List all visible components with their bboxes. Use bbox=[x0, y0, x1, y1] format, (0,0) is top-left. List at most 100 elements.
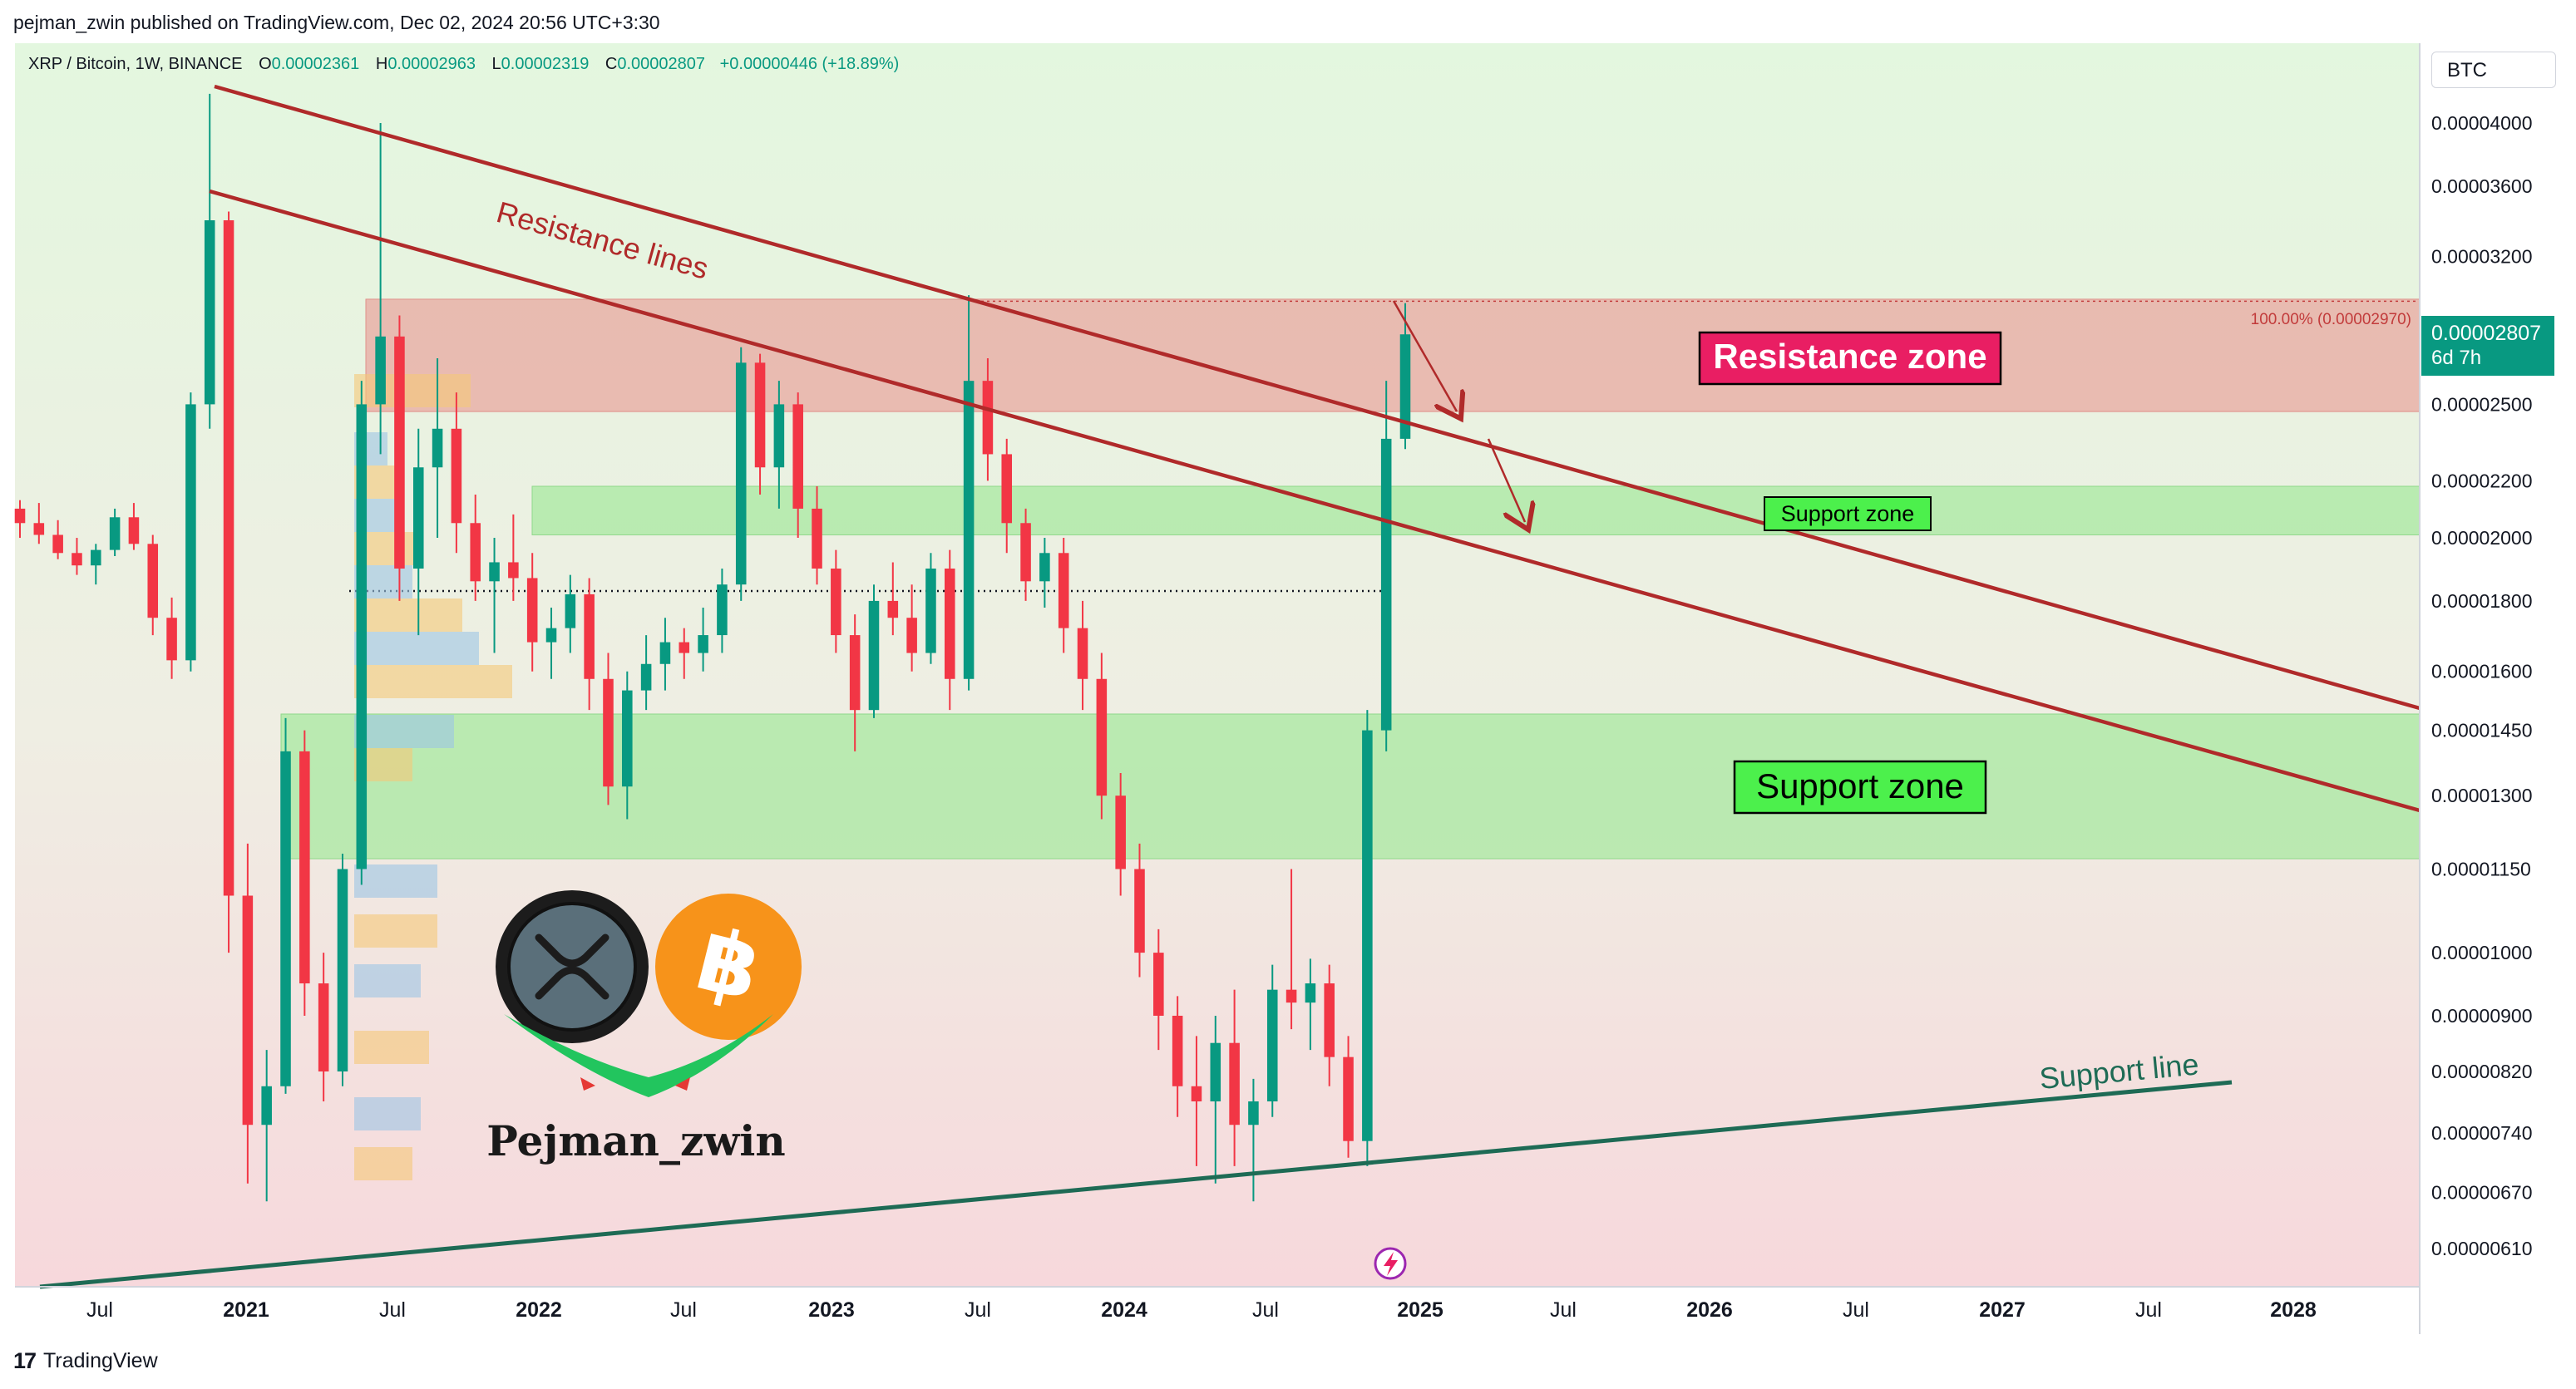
candle-body bbox=[1266, 989, 1278, 1102]
candle-body bbox=[1039, 553, 1050, 582]
candle-body bbox=[1362, 730, 1373, 1141]
price-tick-label: 0.00000820 bbox=[2431, 1061, 2533, 1082]
volume-bar-12 bbox=[354, 864, 437, 898]
support-zone-small-label: Support zone bbox=[1781, 501, 1915, 526]
candle-body bbox=[1096, 678, 1108, 796]
time-tick-label: 2027 bbox=[1979, 1298, 2026, 1322]
arrow-down-2 bbox=[1487, 438, 1525, 522]
candle-body bbox=[109, 517, 121, 550]
time-tick-label: Jul bbox=[1843, 1298, 1869, 1322]
resistance-line-upper bbox=[214, 84, 2421, 711]
resistance-zone-label: Resistance zone bbox=[1713, 337, 1986, 376]
candle-body bbox=[223, 220, 234, 896]
change-value: +0.00000446 (+18.89%) bbox=[719, 55, 900, 73]
candle-body bbox=[1134, 869, 1145, 953]
time-tick-label: Jul bbox=[2135, 1298, 2162, 1322]
open-label: O bbox=[259, 55, 272, 73]
volume-bar-13 bbox=[354, 914, 437, 948]
candle-body bbox=[603, 678, 614, 787]
candle-body bbox=[584, 594, 595, 679]
candle-body bbox=[773, 404, 785, 468]
xrp-symbol-icon bbox=[535, 933, 609, 1000]
candle-body bbox=[659, 642, 671, 664]
axes-layer: 0.00004000 0.00003600 0.00003200 0.00002500… bbox=[15, 43, 2533, 1334]
candle-body bbox=[356, 404, 368, 869]
volume-bar-15 bbox=[354, 1031, 429, 1064]
candle-body bbox=[1286, 989, 1297, 1003]
volume-bar-16 bbox=[354, 1097, 421, 1130]
trendlines-layer bbox=[39, 84, 2421, 1289]
support-zone-big-box bbox=[1733, 760, 1987, 815]
price-tick-label: 0.00003600 bbox=[2431, 175, 2533, 197]
candle-body bbox=[754, 362, 766, 468]
candle-body bbox=[1020, 523, 1031, 582]
high-label: H bbox=[375, 55, 388, 73]
candle-body bbox=[1229, 1042, 1240, 1125]
bitcoin-coin-icon bbox=[655, 894, 802, 1040]
candle-body bbox=[868, 600, 880, 711]
publisher-header: pejman_zwin published on TradingView.com… bbox=[13, 12, 660, 33]
smile-swoosh-icon bbox=[504, 1014, 773, 1097]
candle-body bbox=[1210, 1042, 1221, 1102]
price-tick-label: 0.00001300 bbox=[2431, 785, 2533, 806]
candle-body bbox=[1001, 454, 1013, 524]
footer-branding[interactable]: 17 TradingView bbox=[13, 1348, 158, 1374]
zone-rect-3 bbox=[280, 713, 2421, 860]
flash-bolt-icon bbox=[1384, 1252, 1398, 1276]
candle-body bbox=[735, 362, 747, 585]
left-arrow-mark-icon bbox=[580, 1077, 595, 1091]
time-tick-label: 2024 bbox=[1101, 1298, 1147, 1322]
time-tick-label: Jul bbox=[1550, 1298, 1577, 1322]
close-label: C bbox=[605, 55, 618, 73]
high-value: 0.00002963 bbox=[387, 55, 476, 73]
price-tick-label: 0.00001800 bbox=[2431, 590, 2533, 612]
price-tick-label: 0.00000900 bbox=[2431, 1005, 2533, 1027]
candle-body bbox=[242, 895, 254, 1125]
candle-body bbox=[1077, 628, 1088, 679]
candle-body bbox=[1153, 953, 1164, 1016]
currency-selector[interactable]: BTC bbox=[2431, 52, 2556, 88]
candle-body bbox=[679, 642, 690, 653]
time-tick-label: 2028 bbox=[2270, 1298, 2317, 1322]
candle-body bbox=[963, 381, 975, 679]
close-value: 0.00002807 bbox=[617, 55, 706, 73]
time-tick-label: 2021 bbox=[223, 1298, 269, 1322]
candle-body bbox=[166, 618, 177, 661]
watermark-logo: ฿Pejman_zwin bbox=[486, 890, 802, 1165]
zones-layer bbox=[280, 298, 2421, 860]
candle-body bbox=[318, 983, 329, 1071]
time-tick-label: Jul bbox=[1252, 1298, 1279, 1322]
candle-body bbox=[394, 336, 405, 569]
candle-body bbox=[1191, 1086, 1202, 1102]
candle-body bbox=[812, 508, 822, 569]
candle-body bbox=[565, 594, 576, 628]
candle-body bbox=[52, 534, 63, 554]
candle-body bbox=[1115, 795, 1126, 869]
candle-body bbox=[261, 1086, 272, 1125]
low-value: 0.00002319 bbox=[501, 55, 590, 73]
price-tick-label: 0.00001000 bbox=[2431, 942, 2533, 963]
resistance-zone-box bbox=[1698, 331, 2002, 386]
volume-bar-10 bbox=[354, 715, 454, 748]
candles-layer bbox=[14, 93, 1411, 1202]
candle-body bbox=[1343, 1057, 1354, 1141]
time-tick-label: Jul bbox=[670, 1298, 697, 1322]
candle-body bbox=[1058, 553, 1069, 628]
volume-bar-8 bbox=[354, 632, 479, 665]
candle-body bbox=[849, 635, 861, 711]
resistance-line-lower bbox=[209, 189, 2421, 813]
candle-body bbox=[33, 523, 45, 535]
candle-body bbox=[1305, 983, 1316, 1003]
candle-body bbox=[792, 404, 803, 509]
candle-body bbox=[508, 562, 519, 579]
low-label: L bbox=[491, 55, 501, 73]
symbol-info: XRP / Bitcoin, 1W, BINANCE O0.00002361 H… bbox=[28, 55, 899, 74]
candle-body bbox=[1172, 1015, 1183, 1086]
candle-body bbox=[545, 628, 557, 643]
candle-body bbox=[982, 381, 994, 455]
right-arrow-mark-icon bbox=[675, 1077, 690, 1091]
time-tick-label: 2026 bbox=[1686, 1298, 1733, 1322]
support-zone-small-box bbox=[1764, 496, 1932, 531]
volume-bar-7 bbox=[354, 598, 462, 632]
